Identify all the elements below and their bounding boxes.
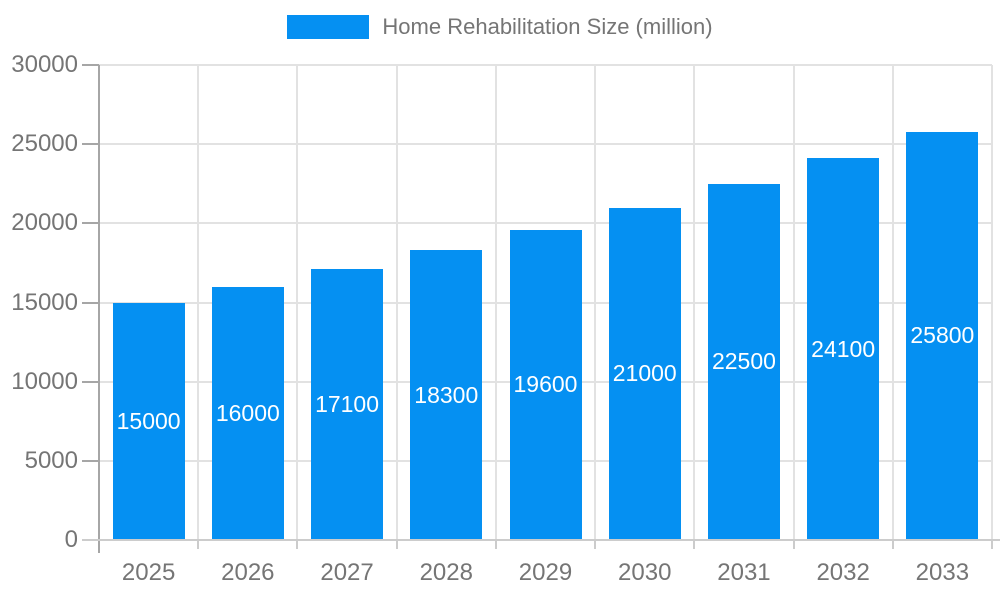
x-axis-label-2028: 2028 [419, 559, 473, 586]
legend-label: Home Rehabilitation Size (million) [382, 14, 713, 39]
bar-2033: 25800 [906, 131, 979, 540]
x-tick-1 [197, 540, 200, 549]
bar-2032: 24100 [807, 158, 880, 540]
bar-2029: 19600 [509, 229, 582, 540]
bar-value-label-2031: 22500 [711, 348, 776, 375]
v-gridline-1 [197, 65, 200, 540]
y-tick-10000 [82, 380, 99, 383]
v-gridline-5 [594, 65, 597, 540]
x-tick-8 [891, 540, 894, 549]
bar-value-label-2030: 21000 [612, 360, 677, 387]
x-axis-label-2033: 2033 [915, 559, 970, 586]
x-axis-label-2027: 2027 [320, 559, 374, 586]
x-axis-label-2031: 2031 [717, 559, 771, 586]
x-tick-6 [693, 540, 696, 549]
v-gridline-8 [891, 65, 894, 540]
bar-2028: 18300 [410, 250, 483, 540]
x-axis-label-2025: 2025 [121, 559, 176, 586]
bar-2031: 22500 [707, 183, 780, 540]
legend: Home Rehabilitation Size (million) [0, 14, 1000, 40]
h-gridline-20000 [99, 222, 992, 225]
y-tick-label-10000: 10000 [11, 367, 78, 395]
x-tick-5 [594, 540, 597, 549]
y-tick-label-5000: 5000 [24, 446, 78, 474]
h-gridline-25000 [99, 143, 992, 146]
plot-area: 15000 16000 17100 18300 19600 21000 22500 24100… [99, 64, 993, 540]
y-tick-label-20000: 20000 [11, 209, 78, 237]
x-axis-label-2030: 2030 [618, 559, 672, 586]
bar-value-label-2032: 24100 [811, 335, 876, 362]
bar-2025: 15000 [112, 302, 185, 540]
x-tick-3 [395, 540, 398, 549]
v-gridline-7 [792, 65, 795, 540]
y-tick-label-25000: 25000 [11, 130, 78, 158]
x-tick-4 [494, 540, 497, 549]
bar-value-label-2029: 19600 [513, 371, 578, 398]
x-tick-7 [792, 540, 795, 549]
x-tick-2 [296, 540, 299, 549]
bar-2030: 21000 [608, 207, 681, 540]
y-tick-25000 [82, 143, 99, 146]
v-gridline-2 [296, 65, 299, 540]
x-axis-label-2029: 2029 [518, 559, 573, 586]
bar-value-label-2025: 15000 [116, 407, 181, 434]
bar-value-label-2033: 25800 [910, 322, 975, 349]
y-tick-label-30000: 30000 [11, 51, 78, 78]
bar-value-label-2027: 17100 [315, 391, 380, 418]
y-tick-20000 [82, 222, 99, 225]
y-tick-label-0: 0 [64, 526, 78, 553]
y-tick-5000 [82, 459, 99, 462]
x-tick-9 [991, 540, 993, 549]
bar-value-label-2026: 16000 [215, 399, 280, 426]
h-gridline-30000 [99, 64, 992, 66]
x-axis-label-2026: 2026 [221, 559, 275, 586]
bar-2026: 16000 [211, 286, 284, 540]
legend-swatch [287, 15, 370, 39]
legend-item[interactable]: Home Rehabilitation Size (million) [287, 14, 713, 40]
bar-2027: 17100 [311, 269, 384, 540]
x-axis-label-2032: 2032 [816, 559, 870, 586]
v-gridline-6 [693, 65, 696, 540]
bar-value-label-2028: 18300 [414, 381, 479, 408]
y-tick-label-15000: 15000 [11, 288, 78, 316]
y-axis-line [98, 65, 100, 553]
v-gridline-4 [494, 65, 497, 540]
v-gridline-3 [395, 65, 398, 540]
x-axis-line [82, 539, 1000, 541]
v-gridline-9 [991, 65, 993, 540]
y-tick-15000 [82, 301, 99, 304]
y-tick-30000 [82, 64, 99, 66]
